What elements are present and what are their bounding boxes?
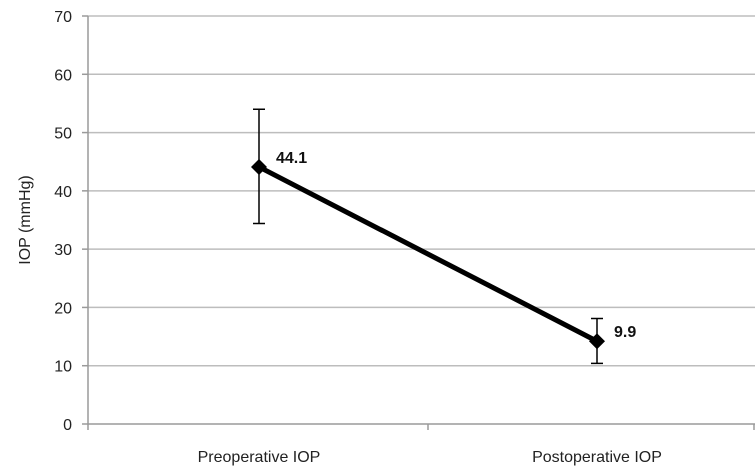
data-label: 9.9 [614, 324, 636, 341]
y-tick-label: 10 [54, 359, 72, 376]
x-category-labels: Preoperative IOP Postoperative IOP [198, 449, 662, 466]
series: 44.1 9.9 [251, 108, 636, 365]
data-label: 44.1 [276, 150, 307, 167]
y-tick-label: 0 [63, 417, 72, 434]
gridlines [88, 15, 755, 367]
y-tick-label: 30 [54, 242, 72, 259]
y-axis-title: IOP (mmHg) [17, 175, 34, 264]
x-category-label: Preoperative IOP [198, 449, 321, 466]
y-tick-labels: 0 10 20 30 40 50 60 70 [54, 9, 72, 434]
y-tick-label: 70 [54, 9, 72, 26]
axes [82, 15, 755, 430]
y-tick-label: 40 [54, 184, 72, 201]
y-tick-label: 50 [54, 126, 72, 143]
y-tick-label: 60 [54, 67, 72, 84]
series-line [257, 164, 599, 344]
data-point-marker [251, 158, 267, 175]
y-tick-label: 20 [54, 300, 72, 317]
x-category-label: Postoperative IOP [532, 449, 662, 466]
data-point-marker [589, 333, 605, 350]
